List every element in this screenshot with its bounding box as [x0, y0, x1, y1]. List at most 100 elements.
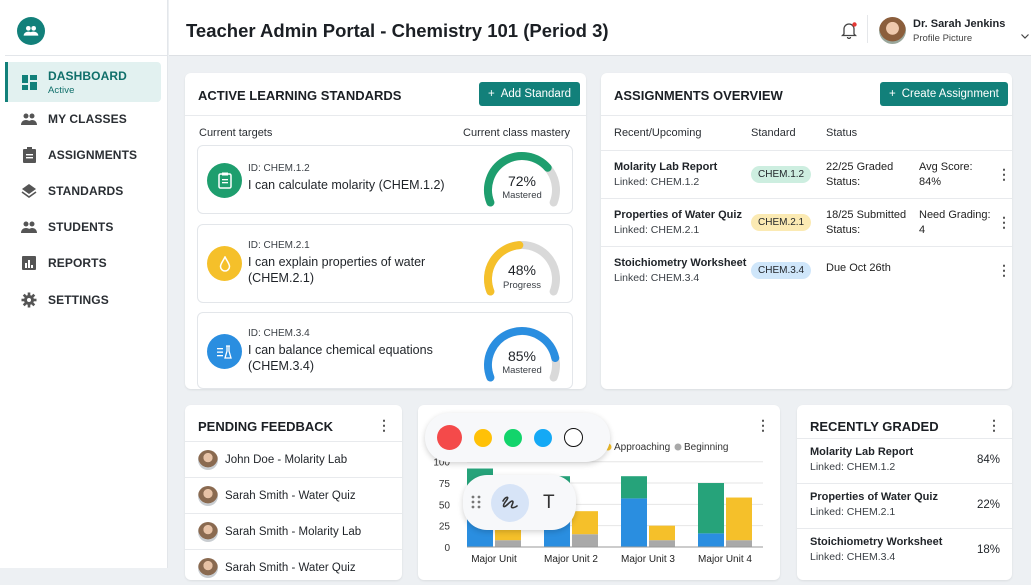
mastery-gauge: [484, 327, 560, 382]
mastery-gauge: [484, 152, 560, 207]
text-tool-icon[interactable]: T: [543, 491, 555, 513]
column-header-targets: Current targets: [199, 127, 273, 139]
drag-handle-icon[interactable]: [471, 495, 483, 511]
user-name[interactable]: Dr. Sarah Jenkins: [913, 18, 1006, 30]
graded-item[interactable]: Stoichiometry Worksheet Linked: CHEM.3.4…: [797, 528, 1012, 573]
bar-segment[interactable]: [726, 497, 752, 541]
sidebar-item-standards[interactable]: STANDARDS: [5, 171, 161, 211]
standard-item[interactable]: ID: CHEM.2.1 I can explain properties of…: [197, 224, 573, 303]
sidebar-item-settings[interactable]: SETTINGS: [5, 280, 161, 320]
status-extra-label: Need Grading:: [919, 209, 991, 221]
standard-item[interactable]: ID: CHEM.3.4 I can balance chemical equa…: [197, 312, 573, 389]
sidebar-item-dashboard[interactable]: DASHBOARD Active: [5, 62, 161, 102]
chevron-down-icon[interactable]: [1021, 26, 1029, 44]
bar-segment[interactable]: [726, 540, 752, 547]
sidebar: DASHBOARD Active MY CLASSES ASSIGNMENTS S…: [0, 0, 168, 568]
graded-score: 18%: [976, 544, 1000, 556]
bar-chart-icon: [21, 255, 37, 271]
standard-id: ID: CHEM.3.4: [248, 328, 310, 339]
color-swatch-blue[interactable]: [534, 428, 552, 447]
graded-item[interactable]: Properties of Water Quiz Linked: CHEM.2.…: [797, 483, 1012, 528]
graded-linked: Linked: CHEM.2.1: [810, 506, 896, 518]
avatar[interactable]: [879, 17, 906, 44]
mastery-percent: 48%: [507, 262, 537, 278]
divider: [601, 115, 1012, 116]
app-logo-people-icon[interactable]: [17, 17, 45, 45]
color-swatch-green[interactable]: [504, 428, 522, 447]
bar-segment[interactable]: [698, 483, 724, 534]
standard-text: I can balance chemical equations (CHEM.3…: [248, 343, 433, 373]
assignment-name: Stoichiometry Worksheet: [614, 257, 747, 269]
add-standard-button[interactable]: + Add Standard: [479, 82, 581, 106]
bar-segment[interactable]: [621, 498, 647, 547]
card-title: RECENTLY GRADED: [810, 419, 939, 434]
divider: [185, 115, 586, 116]
more-options-icon[interactable]: ⋮: [997, 214, 1011, 230]
graded-linked: Linked: CHEM.3.4: [810, 551, 896, 563]
student-avatar: [198, 485, 218, 506]
feedback-item[interactable]: Sarah Smith - Molarity Lab: [185, 513, 402, 549]
color-swatch-red[interactable]: [437, 425, 462, 450]
bar-segment[interactable]: [621, 476, 647, 499]
gear-icon: [21, 292, 37, 308]
more-options-icon[interactable]: ⋮: [997, 166, 1011, 182]
color-palette-toolbar: [425, 413, 610, 462]
mastery-percent: 85%: [507, 348, 537, 364]
notification-bell-icon[interactable]: [840, 22, 858, 44]
bar-segment[interactable]: [572, 511, 598, 535]
card-title: ASSIGNMENTS OVERVIEW: [614, 88, 783, 103]
feedback-item[interactable]: Sarah Smith - Water Quiz: [185, 549, 402, 585]
mastery-status: Mastered: [502, 365, 542, 376]
more-options-icon[interactable]: ⋮: [756, 417, 770, 433]
bar-segment[interactable]: [572, 534, 598, 547]
sidebar-item-label: STANDARDS: [48, 184, 124, 198]
bar-segment[interactable]: [649, 525, 675, 541]
sidebar-item-reports[interactable]: REPORTS: [5, 243, 161, 283]
feedback-item[interactable]: Sarah Smith - Water Quiz: [185, 477, 402, 513]
water-drop-icon: [207, 246, 242, 281]
button-label: Add Standard: [500, 88, 572, 100]
sidebar-item-sublabel: Active: [48, 84, 75, 96]
card-title: ACTIVE LEARNING STANDARDS: [198, 88, 402, 103]
mastery-status: Progress: [502, 280, 541, 291]
assignment-row[interactable]: Properties of Water Quiz Linked: CHEM.2.…: [601, 198, 1012, 246]
divider: [867, 15, 868, 43]
assignment-row[interactable]: Molarity Lab Report Linked: CHEM.1.2 CHE…: [601, 150, 1012, 198]
color-swatch-white[interactable]: [564, 428, 583, 447]
top-header: Teacher Admin Portal - Chemistry 101 (Pe…: [169, 0, 1031, 56]
feedback-label: Sarah Smith - Water Quiz: [225, 489, 356, 502]
assignment-row[interactable]: Stoichiometry Worksheet Linked: CHEM.3.4…: [601, 246, 1012, 294]
sidebar-item-students[interactable]: STUDENTS: [5, 207, 161, 247]
y-tick-label: 0: [444, 543, 450, 554]
status-label: Status:: [826, 176, 861, 188]
status-extra-label: Avg Score:: [919, 161, 973, 173]
sidebar-item-my-classes[interactable]: MY CLASSES: [5, 99, 161, 139]
feedback-item[interactable]: John Doe - Molarity Lab: [185, 441, 402, 477]
graded-item[interactable]: Molarity Lab Report Linked: CHEM.1.2 84%: [797, 438, 1012, 483]
graded-name: Properties of Water Quiz: [810, 491, 938, 503]
student-avatar: [198, 449, 218, 470]
create-assignment-button[interactable]: + Create Assignment: [880, 82, 1008, 106]
more-options-icon[interactable]: ⋮: [987, 417, 1001, 433]
more-options-icon[interactable]: ⋮: [377, 417, 391, 433]
plus-icon: +: [488, 88, 495, 100]
column-header: Status: [826, 127, 858, 139]
column-header-mastery: Current class mastery: [463, 127, 570, 139]
bar-segment[interactable]: [649, 540, 675, 547]
status-extra-value: 4: [919, 224, 926, 236]
standard-text: I can explain properties of water (CHEM.…: [248, 255, 426, 285]
standard-item[interactable]: ID: CHEM.1.2 I can calculate molarity (C…: [197, 145, 573, 214]
bar-segment[interactable]: [698, 533, 724, 547]
people-icon: [21, 111, 37, 127]
recently-graded-card: RECENTLY GRADED ⋮ Molarity Lab Report Li…: [797, 405, 1012, 580]
standard-id: ID: CHEM.2.1: [248, 240, 310, 251]
graded-name: Stoichiometry Worksheet: [810, 536, 943, 548]
sidebar-item-assignments[interactable]: ASSIGNMENTS: [5, 135, 161, 175]
bar-segment[interactable]: [495, 540, 521, 547]
standard-chip: CHEM.3.4: [751, 262, 812, 279]
pen-scribble-icon[interactable]: [491, 483, 529, 522]
color-swatch-yellow[interactable]: [474, 428, 492, 447]
standard-text: I can calculate molarity (CHEM.1.2): [248, 178, 445, 192]
more-options-icon[interactable]: ⋮: [997, 262, 1011, 278]
feedback-label: Sarah Smith - Molarity Lab: [225, 525, 362, 538]
